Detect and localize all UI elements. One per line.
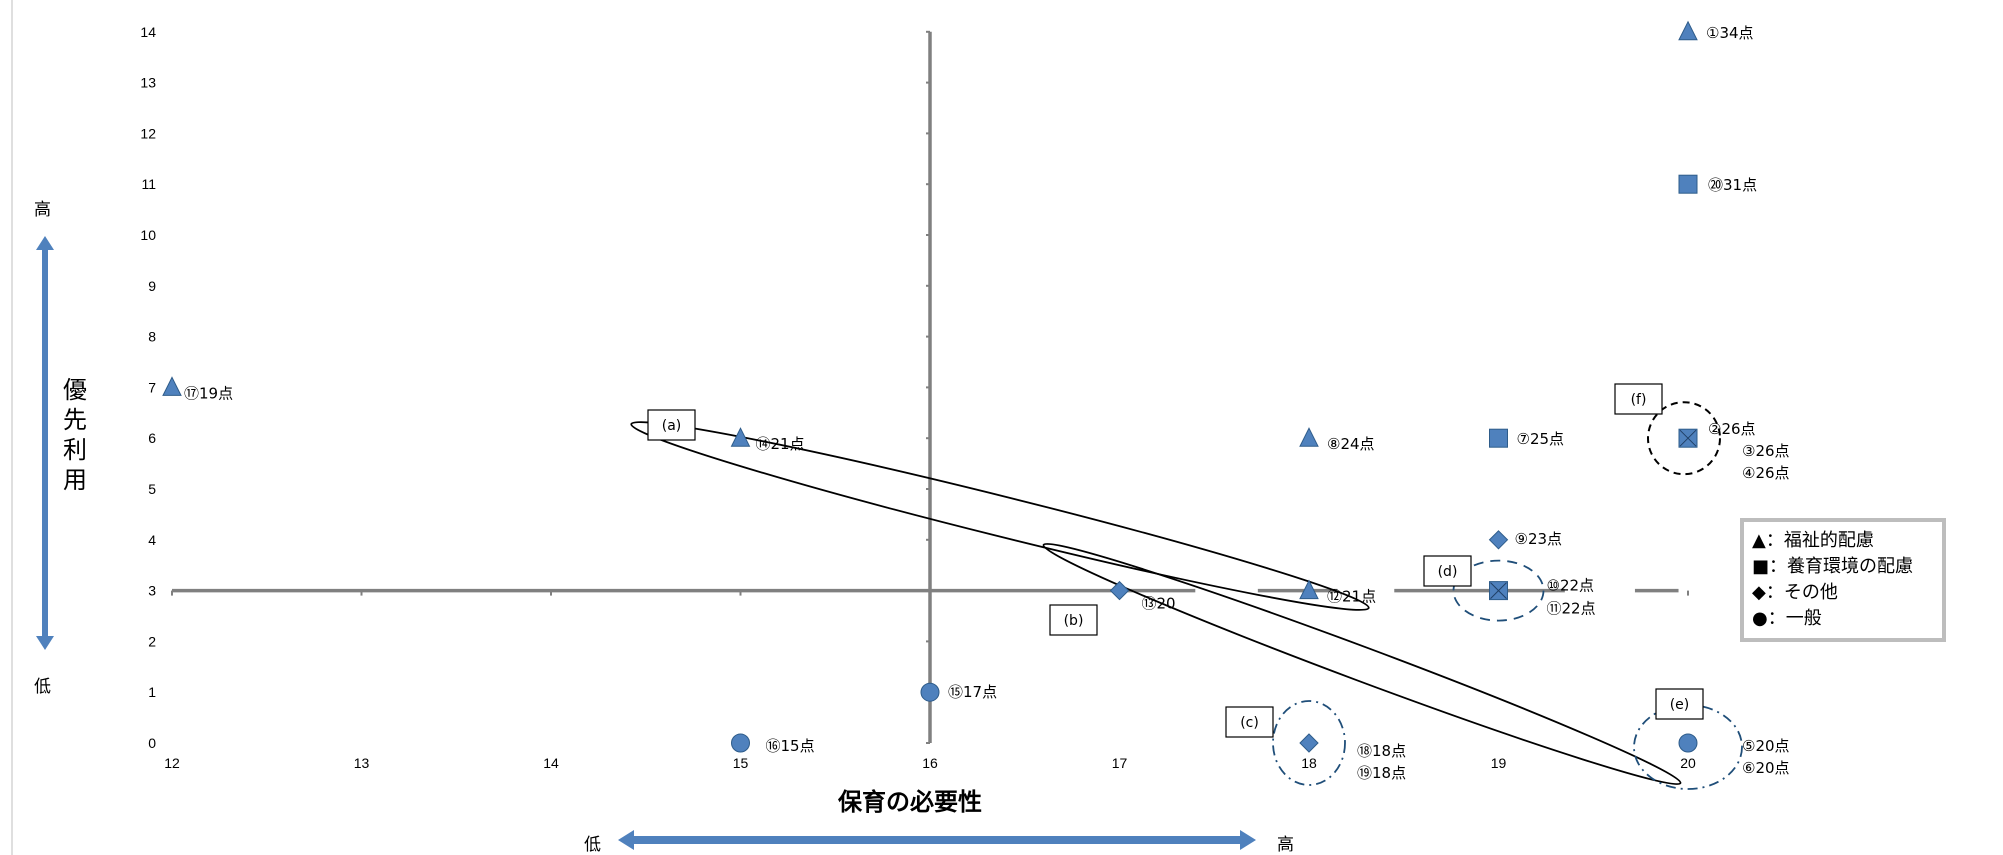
group-box-label: (c)	[1240, 715, 1259, 731]
group-ellipse-f	[1647, 401, 1721, 476]
y-tick-label: 9	[148, 278, 156, 294]
point-label: ⑧24点	[1327, 435, 1375, 453]
triangle-marker	[1678, 20, 1698, 41]
legend-item-other: ◆：その他	[1752, 582, 1838, 603]
x-tick-label: 12	[164, 755, 180, 771]
y-arrow-up-head	[36, 236, 54, 250]
point-label: ⑬20	[1142, 595, 1176, 613]
y-tick-label: 6	[148, 430, 156, 446]
y-tick-label: 7	[148, 379, 156, 395]
point-label: ⑩22点	[1547, 577, 1595, 595]
x-tick-label: 17	[1112, 755, 1128, 771]
point-label: ⑥20点	[1742, 759, 1790, 777]
y-tick-label: 10	[140, 227, 156, 243]
x-tick-label: 16	[922, 755, 938, 771]
x-tick-label: 15	[733, 755, 749, 771]
circle-marker	[920, 682, 940, 702]
group-box	[1655, 688, 1704, 720]
point-label: ①34点	[1706, 24, 1754, 42]
legend-item-welfare: ▲：福祉的配慮	[1752, 530, 1874, 551]
x-tick-label: 13	[354, 755, 370, 771]
square-marker	[1489, 428, 1508, 448]
triangle-marker	[1299, 427, 1319, 447]
group-box-label: (b)	[1064, 613, 1084, 629]
y-tick-label: 2	[148, 633, 156, 649]
point-label: ③26点	[1742, 442, 1790, 460]
group-box	[1614, 383, 1663, 415]
legend-item-environment: ■：養育環境の配慮	[1752, 556, 1914, 577]
group-ellipse-b	[1042, 542, 1682, 786]
group-box-label: (a)	[662, 418, 682, 434]
y-tick-label: 12	[140, 125, 156, 141]
y-tick-label: 8	[148, 329, 156, 345]
point-label: ⑭21点	[756, 435, 805, 453]
point-label: ⑪22点	[1547, 600, 1596, 618]
group-ellipse-d	[1452, 559, 1545, 622]
y-arrow-down-head	[36, 636, 54, 650]
x-tick-label: 19	[1491, 755, 1507, 771]
point-label: ⑱18点	[1357, 742, 1406, 760]
x-tick-label: 20	[1680, 755, 1696, 771]
diamond-marker	[1488, 530, 1509, 550]
triangle-marker	[1299, 579, 1319, 600]
legend-item-general: ●：一般	[1752, 608, 1822, 629]
overlap-mark	[1490, 582, 1507, 599]
x-low-label: 低	[584, 835, 601, 855]
y-axis-title: 優先利用	[63, 376, 87, 494]
legend: ▲：福祉的配慮 ■：養育環境の配慮 ◆：その他 ●：一般	[1740, 518, 1946, 642]
group-ellipse-c	[1272, 700, 1346, 786]
group-box-label: (e)	[1670, 697, 1690, 713]
y-tick-label: 14	[140, 24, 156, 40]
x-high-label: 高	[1277, 835, 1294, 855]
point-label: ⑳31点	[1708, 176, 1757, 194]
y-tick-label: 0	[148, 735, 156, 751]
y-tick-label: 3	[148, 583, 156, 599]
x-tick-label: 14	[543, 755, 559, 771]
y-low-label: 低	[34, 677, 51, 697]
circle-marker	[731, 733, 750, 753]
x-axis-title: 保育の必要性	[838, 788, 982, 816]
overlap-mark	[1679, 429, 1697, 447]
point-label: ②26点	[1708, 420, 1756, 438]
triangle-marker	[162, 376, 182, 396]
point-label: ④26点	[1742, 464, 1790, 482]
point-label: ⑮17点	[948, 683, 997, 701]
x-arrow-left-head	[618, 830, 634, 850]
group-box	[647, 409, 696, 441]
point-label: ⑯15点	[766, 737, 815, 755]
diamond-marker	[1299, 733, 1319, 753]
diamond-marker	[1109, 580, 1130, 601]
group-box-label: (d)	[1438, 564, 1458, 580]
x-arrow-shaft	[632, 836, 1242, 844]
y-high-label: 高	[34, 200, 51, 220]
square-marker	[1678, 174, 1698, 194]
point-label: ⑨23点	[1515, 530, 1563, 548]
y-arrow-shaft	[42, 248, 48, 638]
y-tick-label: 5	[148, 481, 156, 497]
y-tick-label: 4	[148, 532, 156, 548]
y-tick-label: 11	[141, 176, 156, 192]
point-label: ⑦25点	[1517, 430, 1565, 448]
circle-marker	[1678, 733, 1698, 753]
group-box	[1225, 706, 1274, 738]
y-tick-label: 13	[140, 75, 156, 91]
point-label: ⑲18点	[1357, 764, 1406, 782]
x-tick-label: 18	[1301, 755, 1317, 771]
x-arrow-right-head	[1240, 830, 1256, 850]
group-ellipse-a	[630, 421, 1370, 611]
point-label: ⑰19点	[184, 384, 233, 402]
group-box	[1423, 555, 1472, 587]
point-label: ⑤20点	[1742, 737, 1790, 755]
point-label: ⑫21点	[1327, 588, 1376, 606]
group-box	[1049, 604, 1098, 636]
triangle-marker	[730, 427, 751, 447]
y-tick-label: 1	[148, 684, 156, 700]
group-box-label: (f)	[1631, 392, 1647, 408]
